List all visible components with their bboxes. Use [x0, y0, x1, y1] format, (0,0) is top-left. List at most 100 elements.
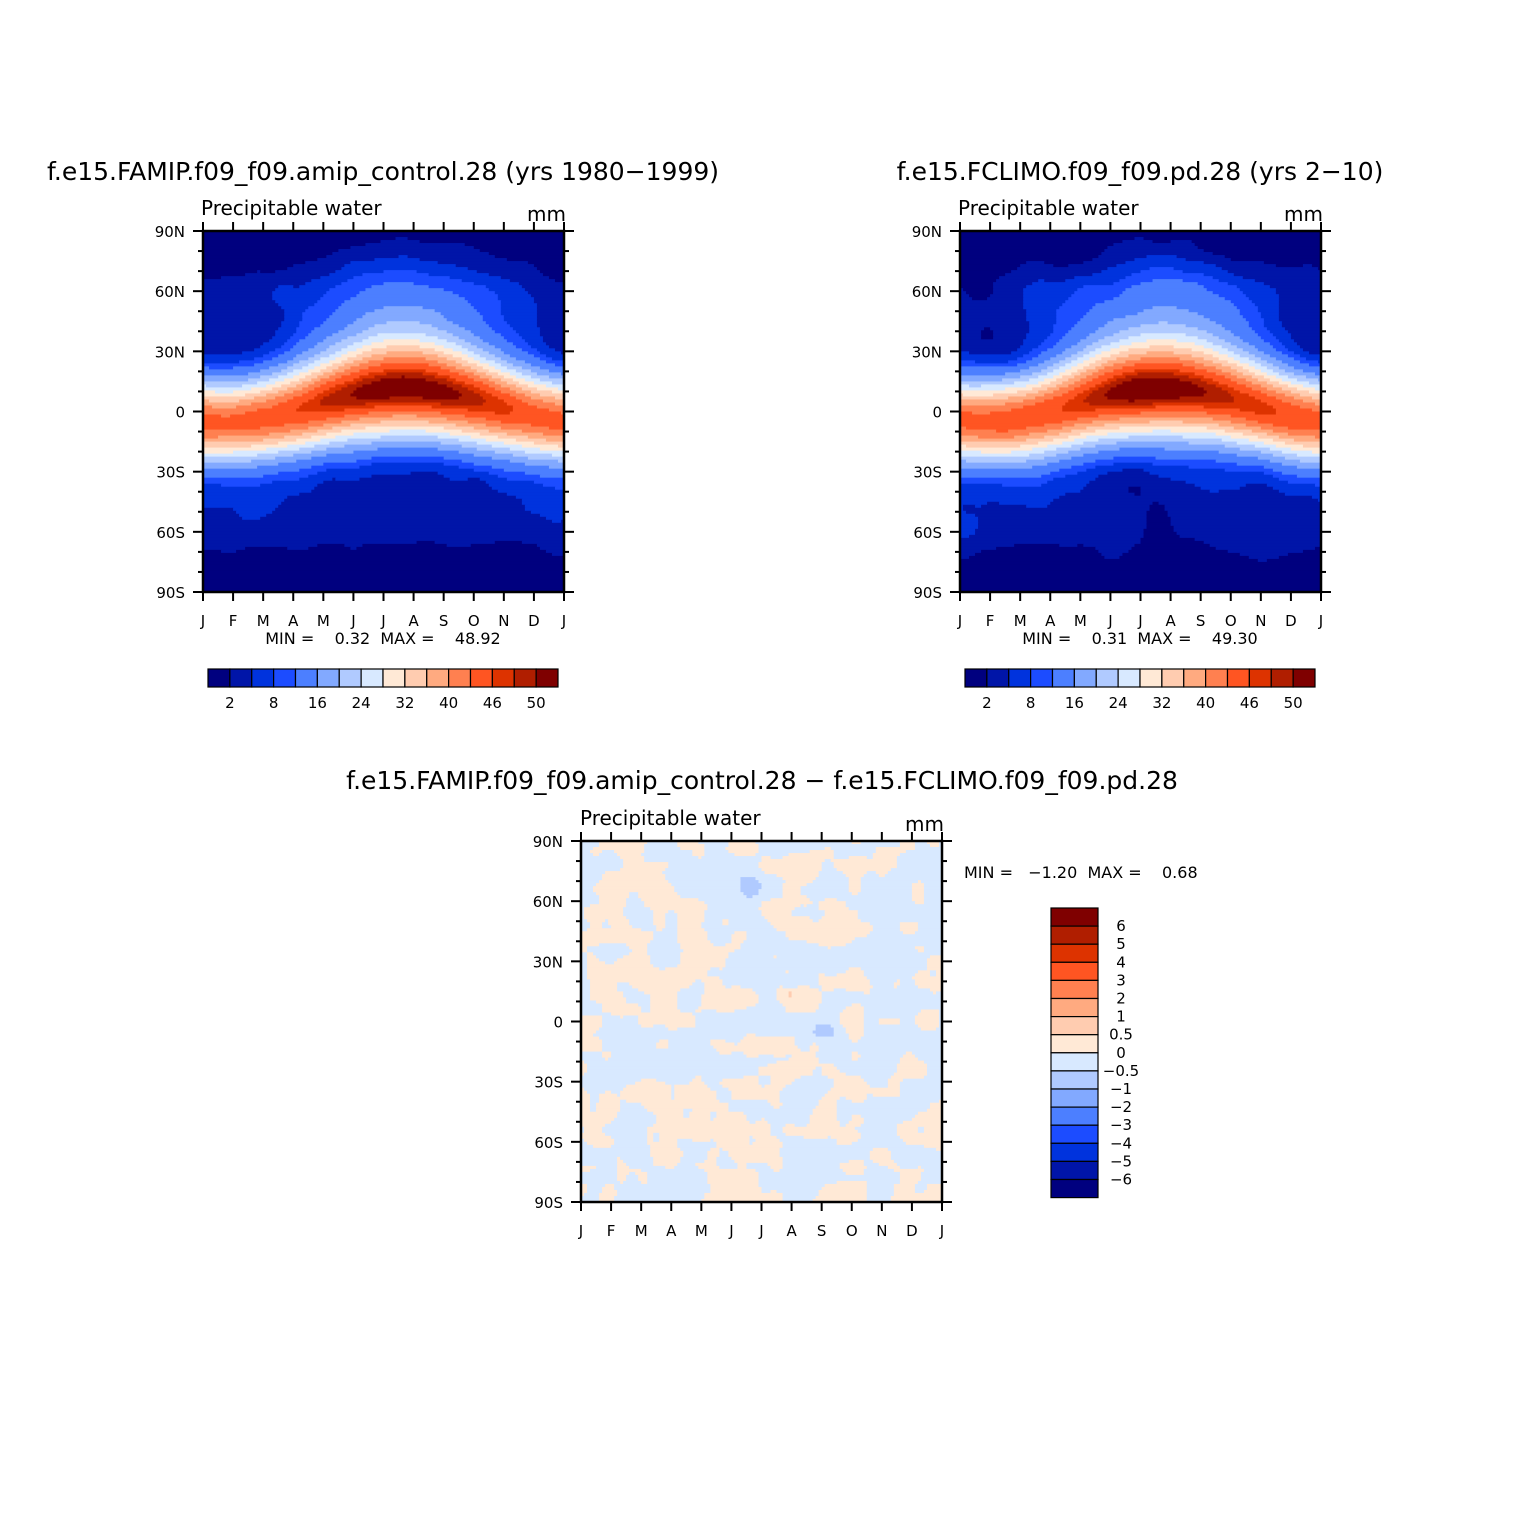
contour-cell: [335, 285, 373, 289]
contour-cell: [782, 883, 808, 887]
contour-cell: [239, 513, 267, 518]
contour-cell: [539, 474, 564, 479]
contour-cell: [203, 234, 564, 238]
colorbar-box: [513, 668, 537, 688]
contour-cell: [260, 483, 318, 488]
contour-cell: [1014, 543, 1060, 548]
contour-cell: [1134, 258, 1187, 262]
contour-cell: [839, 1162, 865, 1167]
contour-cell: [356, 348, 373, 352]
contour-cell: [554, 363, 564, 367]
contour-cell: [857, 913, 942, 917]
contour-cell: [1092, 378, 1109, 383]
contour-cell: [320, 297, 351, 301]
contour-cell: [281, 345, 294, 349]
panel1-min-max: MIN = 0.32 MAX = 48.92: [265, 629, 500, 648]
contour-cell: [368, 327, 439, 331]
contour-cell: [1146, 516, 1172, 521]
contour-cell: [581, 1063, 588, 1068]
contour-cell: [1311, 408, 1321, 413]
contour-cell: [920, 1171, 942, 1176]
contour-cell: [656, 1078, 693, 1083]
contour-cell: [599, 1198, 615, 1202]
contour-cell: [602, 1021, 639, 1026]
contour-cell: [356, 354, 373, 358]
contour-cell: [1074, 324, 1105, 328]
contour-cell: [1227, 354, 1241, 358]
contour-cell: [1233, 303, 1256, 307]
contour-cell: [617, 982, 630, 986]
contour-cell: [203, 267, 288, 271]
contour-cell: [530, 369, 550, 373]
contour-cell: [1278, 294, 1321, 298]
contour-cell: [320, 363, 333, 367]
contour-cell: [779, 1105, 817, 1110]
contour-cell: [833, 1084, 871, 1089]
contour-cell: [725, 847, 760, 851]
contour-cell: [719, 967, 723, 971]
contour-cell: [782, 1192, 820, 1197]
contour-cell: [1026, 393, 1045, 398]
contour-cell: [1212, 342, 1232, 346]
contour-cell: [581, 979, 591, 983]
contour-cell: [836, 1105, 931, 1110]
contour-cell: [1170, 240, 1193, 244]
contour-cell: [677, 1006, 699, 1011]
contour-cell: [272, 357, 294, 361]
contour-cell: [1023, 306, 1060, 310]
contour-cell: [665, 1081, 690, 1086]
contour-cell: [779, 1147, 874, 1152]
contour-cell: [473, 246, 564, 250]
contour-cell: [473, 351, 490, 355]
contour-cell: [596, 955, 624, 959]
contour-cell: [1197, 384, 1217, 389]
contour-cell: [476, 363, 490, 367]
contour-cell: [1197, 282, 1229, 286]
contour-cell: [485, 285, 523, 289]
contour-cell: [1269, 285, 1321, 289]
contour-cell: [1179, 357, 1205, 361]
contour-cell: [278, 450, 312, 455]
contour-cell: [1254, 396, 1277, 401]
contour-cell: [788, 991, 793, 996]
contour-cell: [296, 342, 318, 346]
contour-cell: [966, 510, 1148, 515]
contour-cell: [371, 354, 439, 358]
contour-cell: [524, 393, 541, 398]
contour-cell: [1299, 393, 1321, 398]
contour-cell: [605, 1123, 654, 1128]
contour-cell: [236, 549, 547, 554]
contour-cell: [875, 847, 916, 851]
contour-cell: [917, 1129, 925, 1134]
contour-cell: [1293, 339, 1321, 343]
contour-cell: [203, 444, 252, 449]
contour-cell: [1218, 423, 1247, 428]
contour-cell: [1122, 381, 1193, 386]
contour-cell: [278, 441, 306, 446]
contour-cell: [1248, 342, 1271, 346]
contour-cell: [806, 940, 853, 944]
contour-cell: [845, 874, 865, 878]
contour-cell: [1044, 450, 1069, 455]
contour-cell: [680, 955, 729, 959]
contour-cell: [839, 1096, 847, 1101]
contour-cell: [320, 438, 348, 443]
contour-cell: [371, 342, 436, 346]
contour-cell: [1029, 378, 1045, 383]
contour-cell: [1212, 417, 1247, 422]
contour-cell: [1089, 393, 1105, 398]
contour-cell: [1086, 345, 1102, 349]
contour-cell: [1041, 351, 1063, 355]
contour-cell: [602, 1189, 618, 1194]
contour-cell: [1233, 351, 1250, 355]
contour-cell: [545, 516, 564, 521]
contour-cell: [323, 321, 355, 325]
contour-cell: [824, 1093, 868, 1098]
contour-cell: [539, 513, 564, 518]
contour-cell: [599, 841, 648, 845]
contour-cell: [653, 916, 666, 920]
contour-cell: [960, 576, 1321, 581]
contour-cell: [293, 264, 345, 268]
colorbar-box: [1205, 668, 1229, 688]
colorbar-box: [1226, 668, 1250, 688]
